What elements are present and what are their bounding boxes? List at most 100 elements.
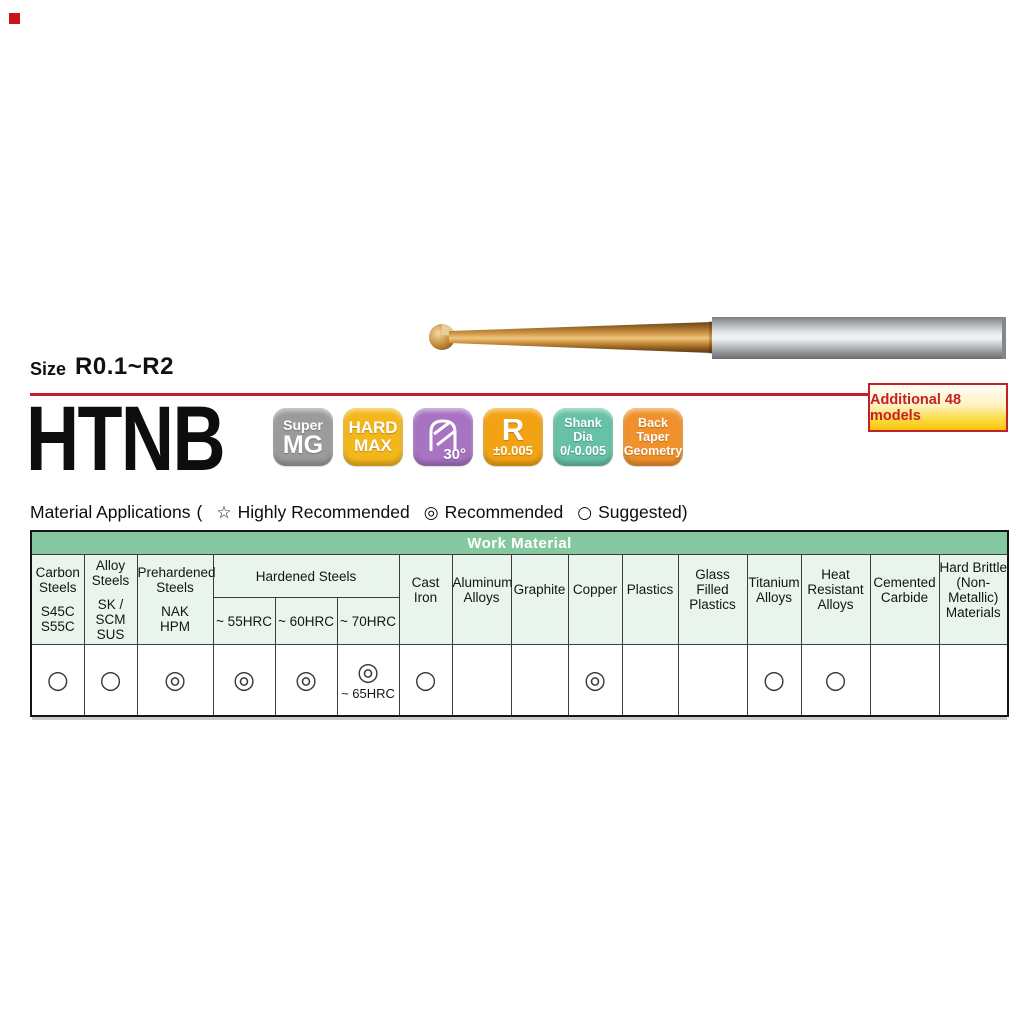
badge-shank-dia: Shank Dia 0/-0.005 bbox=[553, 408, 613, 466]
col-name: Plastics bbox=[626, 582, 674, 597]
rating-alloy-steels: ○ bbox=[83, 644, 138, 717]
badge-shank-dia-line1: Shank Dia bbox=[564, 416, 602, 444]
badge-back-taper: Back Taper Geometry bbox=[623, 408, 683, 466]
rating-aluminum-alloys bbox=[451, 644, 512, 717]
rating-graphite bbox=[510, 644, 569, 717]
col-header-cast-iron: Cast Iron bbox=[398, 554, 453, 645]
col-name: Prehardened Steels bbox=[137, 565, 216, 595]
col-header-heat-resistant-alloys: Heat Resistant Alloys bbox=[800, 554, 871, 645]
legend-item-recommended: ◎ Recommended bbox=[423, 502, 564, 523]
rating-60hrc: ◎ bbox=[274, 644, 338, 717]
rating-prehardened-steels: ◎ bbox=[136, 644, 214, 717]
table-title: Work Material bbox=[30, 530, 1009, 555]
rating-symbol: ◎ bbox=[357, 657, 379, 686]
tool-shank bbox=[712, 317, 1004, 359]
col-header-titanium-alloys: Titanium Alloys bbox=[746, 554, 802, 645]
tool-shank-end bbox=[1002, 317, 1006, 359]
badge-super-mg-line1: Super bbox=[283, 416, 323, 433]
rating-cast-iron: ○ bbox=[398, 644, 453, 717]
rating-symbol: ◎ bbox=[584, 665, 606, 694]
size-line: Size R0.1~R2 bbox=[30, 352, 174, 380]
rating-symbol: ◎ bbox=[164, 665, 186, 694]
legend-close-bracket: ) bbox=[681, 502, 688, 522]
badge-radius-tolerance-line1: R bbox=[501, 412, 525, 447]
rating-hard-brittle bbox=[938, 644, 1009, 717]
col-header-55hrc: ~ 55HRC bbox=[212, 597, 276, 645]
legend-item-suggested-text: Suggested bbox=[598, 502, 682, 522]
work-material-table-wrap: Work Material Carbon Steels S45C S55C Al… bbox=[30, 530, 1010, 717]
series-title: HTNB bbox=[26, 388, 226, 490]
col-header-carbon-steels: Carbon Steels S45C S55C bbox=[30, 554, 85, 645]
ball-nose-profile-icon bbox=[429, 419, 457, 451]
col-name: Hard Brittle (Non-Metallic) Materials bbox=[939, 559, 1008, 620]
additional-models-label: Additional 48 models bbox=[870, 391, 962, 424]
feature-badges: Super MG HARD MAX 30° R ±0.005 Shank Dia… bbox=[273, 408, 683, 466]
rating-symbol: ○ bbox=[99, 665, 122, 694]
col-header-aluminum-alloys: Aluminum Alloys bbox=[451, 554, 513, 645]
work-material-table: Work Material Carbon Steels S45C S55C Al… bbox=[30, 530, 1010, 717]
badge-shank-dia-line2: 0/-0.005 bbox=[560, 444, 606, 458]
col-header-graphite: Graphite bbox=[510, 554, 569, 645]
size-label: Size bbox=[30, 359, 67, 379]
col-name: Heat Resistant Alloys bbox=[807, 567, 864, 612]
rating-symbol: ◎ bbox=[295, 665, 317, 694]
col-subtext: S45C S55C bbox=[40, 604, 75, 634]
col-name: Glass Filled Plastics bbox=[689, 567, 736, 612]
legend-item-suggested: ○ Suggested bbox=[577, 502, 682, 523]
col-header-copper: Copper bbox=[567, 554, 623, 645]
legend-item-highly-recommended: ☆ Highly Recommended bbox=[216, 502, 409, 523]
badge-hard-max-line2: MAX bbox=[354, 436, 392, 455]
double-circle-icon: ◎ bbox=[423, 503, 439, 523]
rating-symbol: ○ bbox=[824, 665, 847, 694]
star-icon: ☆ bbox=[216, 503, 232, 523]
col-name: Cast Iron bbox=[411, 574, 440, 605]
legend-item-recommended-text: Recommended bbox=[444, 502, 564, 522]
col-subtext: SK / SCM SUS bbox=[95, 596, 126, 642]
rating-carbon-steels: ○ bbox=[30, 644, 85, 717]
col-header-60hrc: ~ 60HRC bbox=[274, 597, 338, 645]
col-header-70hrc: ~ 70HRC bbox=[336, 597, 400, 645]
badge-radius-tolerance: R ±0.005 bbox=[483, 408, 543, 466]
rating-symbol: ○ bbox=[46, 665, 69, 694]
tool-taper-neck bbox=[449, 322, 712, 353]
badge-ball-nose-30deg: 30° bbox=[413, 408, 473, 466]
col-header-cemented-carbide: Cemented Carbide bbox=[869, 554, 940, 645]
tool-neck-seam bbox=[709, 321, 713, 354]
rating-copper: ◎ bbox=[567, 644, 623, 717]
col-name: Titanium Alloys bbox=[748, 574, 800, 605]
rating-titanium-alloys: ○ bbox=[746, 644, 802, 717]
badge-super-mg-line2: MG bbox=[282, 430, 324, 459]
col-subtext: NAK HPM bbox=[160, 604, 190, 634]
legend-open-bracket: ( bbox=[196, 502, 203, 522]
rating-70hrc: ◎ ~ 65HRC bbox=[336, 644, 400, 717]
rating-symbol: ◎ bbox=[233, 665, 255, 694]
rating-symbol: ○ bbox=[763, 665, 785, 694]
legend-label: Material Applications bbox=[30, 502, 191, 522]
col-header-glass-filled-plastics: Glass Filled Plastics bbox=[677, 554, 748, 645]
badge-radius-tolerance-line2: ±0.005 bbox=[493, 443, 533, 458]
col-header-prehardened-steels: Prehardened Steels NAK HPM bbox=[136, 554, 216, 645]
col-header-hard-brittle: Hard Brittle (Non-Metallic) Materials bbox=[938, 554, 1009, 645]
divider-rule bbox=[30, 393, 868, 396]
col-header-alloy-steels: Alloy Steels SK / SCM SUS bbox=[83, 554, 138, 645]
badge-back-taper-line2: Geometry bbox=[623, 444, 683, 458]
circle-icon: ○ bbox=[577, 503, 593, 523]
badge-hard-max-line1: HARD bbox=[348, 418, 398, 437]
rating-glass-filled-plastics bbox=[677, 644, 748, 717]
rating-plastics bbox=[621, 644, 679, 717]
rating-heat-resistant-alloys: ○ bbox=[800, 644, 871, 717]
badge-back-taper-line1: Back Taper bbox=[636, 416, 670, 444]
col-name: Aluminum Alloys bbox=[452, 574, 513, 605]
badge-super-mg: Super MG bbox=[273, 408, 333, 466]
ball-nose-end-mill-image bbox=[429, 317, 1006, 359]
col-name: Cemented Carbide bbox=[873, 574, 936, 605]
corner-marker bbox=[9, 13, 20, 24]
col-header-hardened-steels: Hardened Steels bbox=[212, 554, 400, 598]
rating-55hrc: ◎ bbox=[212, 644, 276, 717]
badge-ball-nose-30deg-label: 30° bbox=[443, 446, 466, 463]
col-name: Copper bbox=[572, 582, 618, 597]
col-name: Carbon Steels bbox=[35, 565, 80, 595]
end-mill-photo bbox=[428, 313, 1010, 363]
additional-models-box: Additional 48 models bbox=[868, 383, 1008, 432]
rating-cemented-carbide bbox=[869, 644, 940, 717]
